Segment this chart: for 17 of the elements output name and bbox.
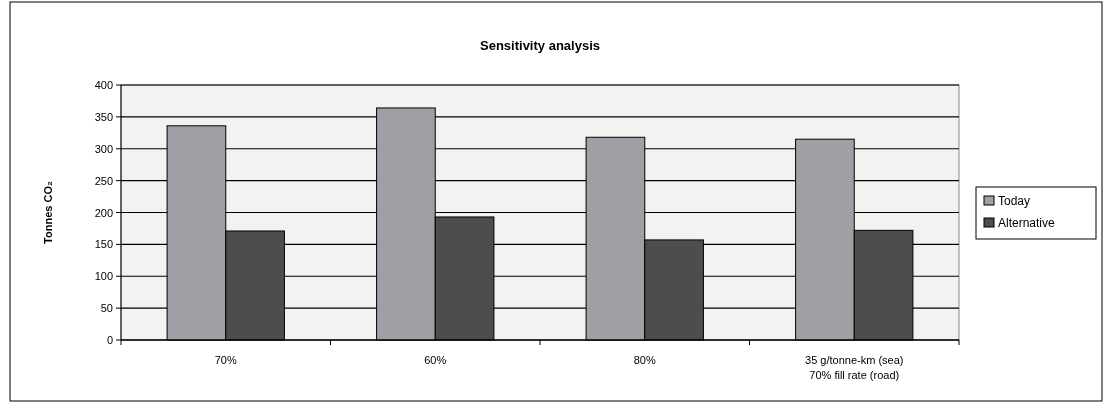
y-tick-label: 200 <box>94 206 113 219</box>
y-tick-label: 50 <box>100 302 113 315</box>
y-tick-label: 300 <box>94 142 113 155</box>
y-tick-label: 0 <box>106 334 113 346</box>
y-tick-label: 400 <box>94 79 113 91</box>
y-tick-label: 100 <box>94 270 113 283</box>
chart-title: Sensitivity analysis <box>480 38 600 53</box>
x-tick-label: 70% <box>214 354 237 366</box>
legend-label: Alternative <box>998 216 1056 230</box>
x-tick-label: 60% <box>424 354 447 366</box>
legend-label: Today <box>998 194 1031 208</box>
y-tick-label: 250 <box>94 174 113 187</box>
y-tick-label: 350 <box>94 110 113 123</box>
y-axis-title: Tonnes CO₂ <box>42 181 54 244</box>
x-tick-label: 80% <box>633 354 656 366</box>
y-tick-label: 150 <box>94 238 113 251</box>
x-tick-label: 35 g/tonne-km (sea) 70% fill rate (road) <box>805 354 904 381</box>
